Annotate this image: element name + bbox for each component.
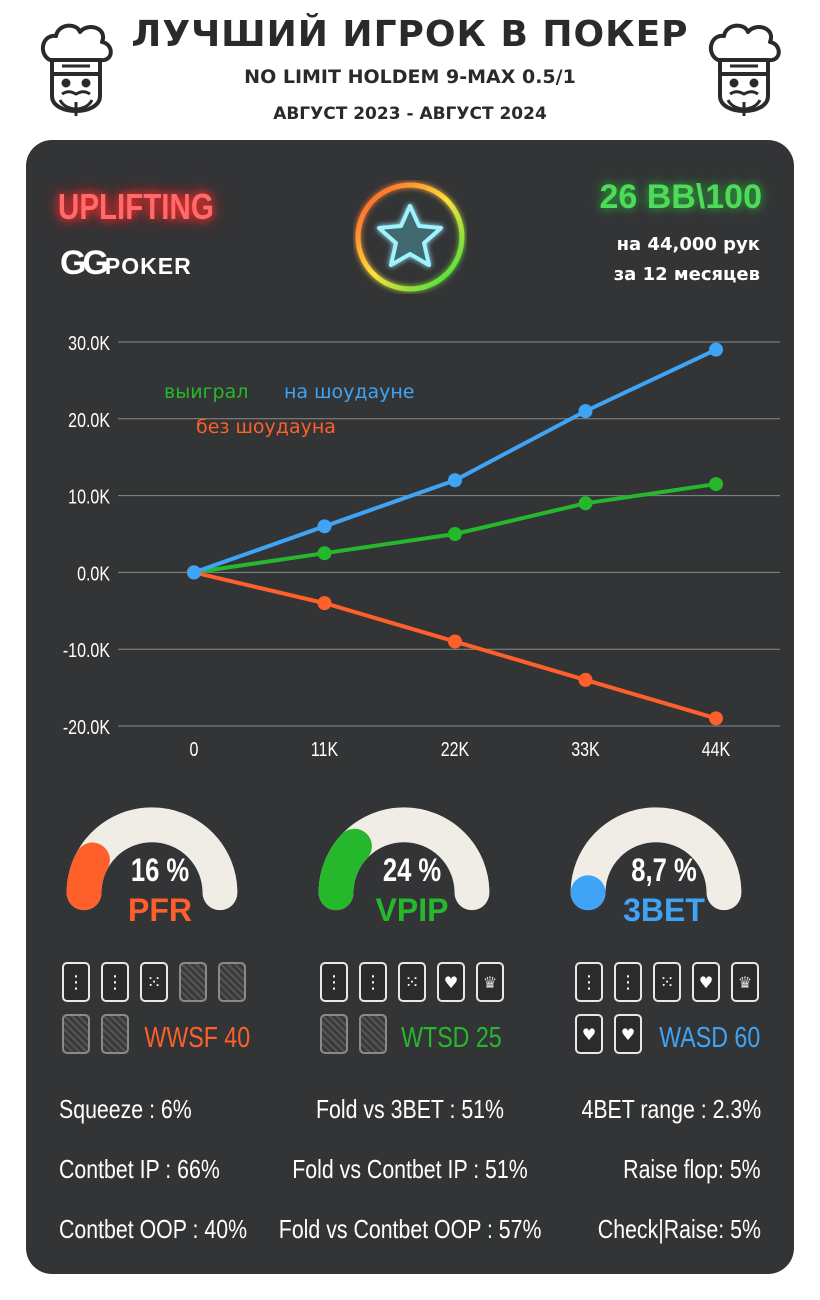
card-back-icon (359, 1014, 387, 1054)
metric-fold-vs-contbet-ip: Fold vs Contbet IP : 51% (292, 1154, 528, 1184)
ggpoker-logo-text: POKER (104, 253, 192, 279)
ggpoker-logo-mark: GG (60, 244, 109, 282)
x-tick-label: 44K (702, 738, 730, 760)
data-point (317, 596, 332, 611)
y-tick-label: 30.0K (68, 332, 110, 354)
gauge-fill (318, 828, 372, 911)
metric-4bet-range: 4BET range : 2.3% (581, 1094, 761, 1124)
data-point (709, 711, 723, 726)
gauge-value: 16 % (130, 852, 190, 888)
pip-card-icon: ⁙ (653, 962, 681, 1002)
gauge-value: 24 % (382, 852, 442, 888)
gauge-value: 8,7 % (631, 852, 697, 888)
chef-avatar-left-icon (40, 23, 113, 116)
heart-card-icon: ♥ (614, 1014, 642, 1054)
pip-card-icon: ⁙ (398, 962, 426, 1002)
metric-squeeze: Squeeze : 6% (59, 1094, 192, 1124)
metric-contbet-ip: Contbet IP : 66% (59, 1154, 220, 1184)
metric-contbet-oop: Contbet OOP : 40% (59, 1214, 248, 1244)
page-header: ЛУЧШИЙ ИГРОК В ПОКЕР NO LIMIT HOLDEM 9-M… (0, 0, 820, 140)
gauge-pfr (66, 807, 238, 911)
hands-count: на 44,000 рук (616, 234, 760, 255)
postflop-stat: WASD 60 (659, 1022, 760, 1054)
gauge-label: 3BET (623, 892, 705, 928)
y-tick-label: 0.0K (77, 563, 110, 585)
sample-info: на 44,000 рук за 12 месяцев (614, 230, 760, 290)
y-tick-label: 20.0K (68, 409, 110, 431)
crown-card-icon: ♛ (731, 962, 759, 1002)
pip-card-icon: ⋮ (62, 962, 90, 1002)
metric-fold-vs-3bet: Fold vs 3BET : 51% (315, 1094, 505, 1124)
metric-check-raise: Check|Raise: 5% (597, 1214, 761, 1244)
winrate: 26 BB\100 (599, 178, 762, 216)
data-point (187, 565, 201, 580)
pip-card-icon: ⋮ (101, 962, 129, 1002)
gauge-fill (66, 842, 110, 911)
legend-label: на шоудауне (284, 381, 415, 403)
data-point (578, 672, 593, 687)
x-tick-label: 22K (441, 738, 469, 760)
postflop-stat: WWSF 40 (144, 1022, 250, 1054)
neon-star-icon (355, 182, 465, 292)
crown-card-icon: ♛ (476, 962, 504, 1002)
pip-card-icon: ⋮ (614, 962, 642, 1002)
ggpoker-logo: GGPOKER (60, 244, 192, 283)
data-point (578, 404, 593, 419)
data-point (709, 477, 723, 492)
x-tick-label: 0 (190, 738, 199, 760)
y-tick-label: -10.0K (63, 640, 110, 662)
heart-card-icon: ♥ (575, 1014, 603, 1054)
x-tick-label: 11K (311, 738, 338, 760)
heart-card-icon: ♥ (437, 962, 465, 1002)
metric-raise-flop: Raise flop: 5% (623, 1154, 761, 1184)
chef-avatar-right-icon (708, 23, 781, 116)
data-point (578, 496, 593, 511)
legend-label: без шоудауна (196, 416, 336, 438)
gauge-track (570, 807, 742, 911)
y-tick-label: -20.0K (63, 716, 110, 738)
gauge-vpip (318, 807, 490, 911)
months-count: за 12 месяцев (613, 264, 760, 285)
game-format: NO LIMIT HOLDEM 9-MAX 0.5/1 (244, 66, 576, 88)
pip-card-icon: ⋮ (320, 962, 348, 1002)
page-title: ЛУЧШИЙ ИГРОК В ПОКЕР (131, 14, 689, 55)
card-back-icon (101, 1014, 129, 1054)
profit-line-chart: 30.0K 20.0K 10.0K 0.0K -10.0K -20.0K 0 11K 22K 33… (63, 332, 780, 760)
data-point (448, 527, 462, 541)
data-point (317, 546, 332, 561)
gauge-3bet (570, 807, 742, 911)
data-point (317, 519, 332, 534)
gauge-label: PFR (128, 892, 192, 928)
data-point (448, 634, 462, 649)
postflop-stat: WTSD 25 (401, 1022, 502, 1054)
gauge-label: VPIP (375, 892, 449, 928)
card-back-icon (62, 1014, 90, 1054)
stats-panel: UPLIFTING GGPOKER 26 BB\100 на 44,000 ру… (26, 140, 794, 1274)
data-point (709, 342, 723, 357)
x-tick-label: 33K (571, 738, 599, 760)
legend-label: выиграл (164, 381, 248, 403)
pip-card-icon: ⁙ (140, 962, 168, 1002)
y-tick-label: 10.0K (68, 486, 110, 508)
pip-card-icon: ⋮ (575, 962, 603, 1002)
heart-card-icon: ♥ (692, 962, 720, 1002)
pip-card-icon: ⋮ (359, 962, 387, 1002)
period: АВГУСТ 2023 - АВГУСТ 2024 (273, 104, 547, 124)
player-name: UPLIFTING (58, 186, 214, 227)
gauge-fill (570, 875, 606, 911)
card-back-icon (179, 962, 207, 1002)
data-point (448, 473, 462, 488)
card-back-icon (320, 1014, 348, 1054)
card-back-icon (218, 962, 246, 1002)
metric-fold-vs-contbet-oop: Fold vs Contbet OOP : 57% (278, 1214, 542, 1244)
